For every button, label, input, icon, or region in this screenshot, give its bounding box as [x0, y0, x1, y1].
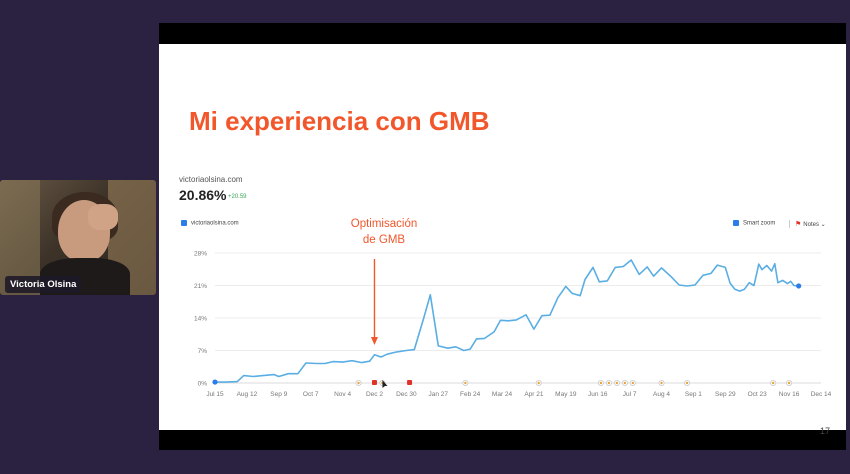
chevron-down-icon: ⌄: [820, 222, 826, 228]
divider: [789, 220, 790, 229]
google-update-icon-dot: [685, 381, 689, 385]
x-tick-label: Aug 12: [237, 391, 258, 398]
x-tick-label: Dec 2: [366, 391, 383, 398]
domain-label: victoriaolsina.com: [179, 175, 243, 184]
notes-dropdown[interactable]: ⚑ Notes ⌄: [789, 220, 826, 229]
x-tick-label: Sep 1: [685, 391, 702, 398]
y-tick-label: 21%: [194, 283, 207, 290]
participant-hand: [88, 204, 118, 230]
flag-icon: ⚑: [795, 221, 802, 228]
x-tick-label: Jun 16: [588, 391, 608, 398]
x-tick-label: Oct 7: [303, 391, 319, 398]
annotation-line-1: Optimisación: [350, 218, 418, 230]
checkbox-icon: [733, 220, 739, 226]
participant-name-label: Victoria Olsina: [5, 276, 82, 293]
visibility-value: 20.86%: [179, 187, 227, 203]
y-tick-label: 7%: [198, 348, 208, 355]
background-shelf: [0, 180, 40, 295]
visibility-chart: 0% 7% 14% 21% 28% Jul 15 Aug 12 Sep 9 Oct 7 Nov 4…: [194, 251, 832, 399]
google-update-icon-dot: [787, 381, 791, 385]
slide-title: Mi experiencia con GMB: [189, 106, 490, 136]
google-update-icon-dot: [623, 381, 627, 385]
google-update-icon-dot: [615, 381, 619, 385]
annotation-line-2: de GMB: [362, 234, 406, 246]
note-flag-icon: [371, 380, 377, 385]
x-tick-label: Feb 24: [460, 391, 481, 398]
x-tick-label: Jul 7: [623, 391, 637, 398]
x-tick-label: Nov 4: [334, 391, 351, 398]
x-tick-label: Dec 14: [811, 391, 832, 398]
presentation-slide: Mi experiencia con GMB victoriaolsina.co…: [159, 44, 846, 436]
y-tick-label: 0%: [198, 381, 208, 388]
series-start-point: [212, 379, 218, 385]
google-update-icon-dot: [631, 381, 635, 385]
series-line: [215, 259, 799, 383]
google-update-icon-dot: [607, 381, 611, 385]
x-tick-label: Nov 16: [779, 391, 800, 398]
note-flag-icon: [407, 380, 413, 385]
checkbox-icon: [181, 220, 187, 226]
x-tick-label: Oct 23: [748, 391, 768, 398]
x-tick-label: Sep 9: [270, 391, 287, 398]
x-tick-label: May 19: [555, 391, 577, 398]
mouse-cursor-icon: [382, 380, 388, 388]
google-update-icon-dot: [357, 381, 360, 385]
x-tick-label: Jan 27: [428, 391, 448, 398]
visibility-delta: +20.59: [228, 194, 247, 200]
participant-video-tile[interactable]: Victoria Olsina: [0, 180, 156, 295]
google-update-icon-dot: [660, 381, 663, 385]
smart-zoom-toggle[interactable]: Smart zoom: [733, 220, 775, 227]
y-tick-label: 14%: [194, 316, 207, 323]
x-tick-label: Sep 29: [715, 391, 736, 398]
x-tick-label: Apr 21: [524, 391, 544, 398]
series-end-point: [796, 283, 802, 289]
x-tick-label: Aug 4: [653, 391, 670, 398]
smart-zoom-label: Smart zoom: [743, 220, 776, 227]
google-update-icon-dot: [599, 381, 603, 385]
optimisation-annotation: Optimisación de GMB: [329, 216, 439, 248]
y-tick-label: 28%: [194, 251, 207, 258]
x-tick-label: Dec 30: [396, 391, 417, 398]
slide-page-number: 17: [820, 426, 831, 436]
google-update-icon-dot: [771, 381, 775, 385]
google-update-icon-dot: [464, 381, 467, 385]
series-legend-toggle[interactable]: victoriaolsina.com: [181, 220, 239, 227]
annotation-arrow-head: [370, 337, 378, 345]
notes-label: Notes: [803, 222, 819, 228]
series-legend-label: victoriaolsina.com: [191, 220, 239, 227]
x-tick-label: Mar 24: [492, 391, 513, 398]
screen-share-frame: Mi experiencia con GMB victoriaolsina.co…: [159, 23, 846, 450]
x-tick-label: Jul 15: [206, 391, 224, 398]
google-update-icon-dot: [537, 381, 540, 385]
